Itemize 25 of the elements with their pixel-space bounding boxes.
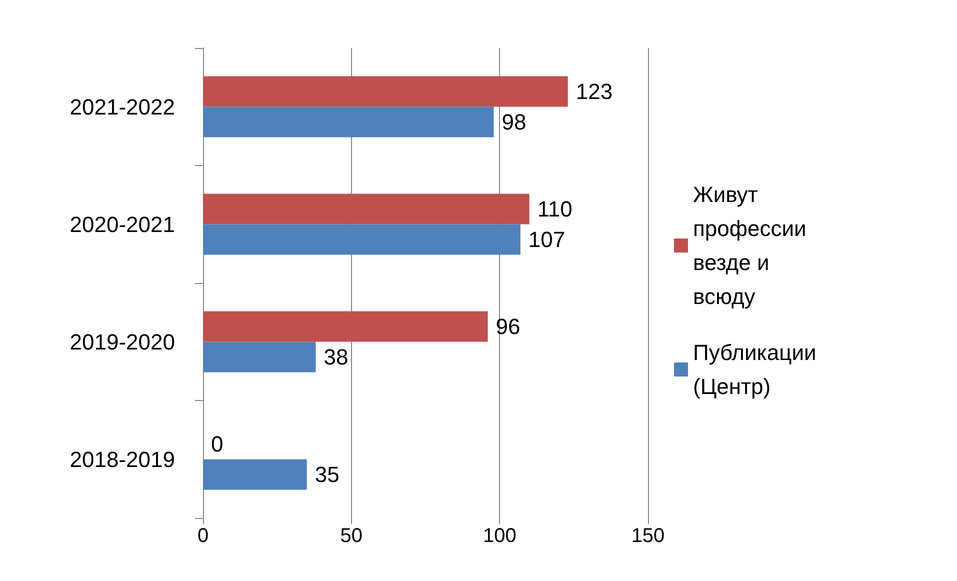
data-label: 123 (576, 78, 613, 104)
bar (203, 194, 530, 224)
data-label: 110 (537, 196, 572, 222)
data-label: 35 (314, 462, 340, 488)
y-tick-label: 2021-2022 (70, 94, 175, 120)
data-label: 0 (211, 431, 224, 456)
y-tick-label: 2020-2021 (70, 212, 175, 237)
x-tick-label: 50 (340, 525, 362, 547)
bar (203, 342, 316, 372)
x-tick-label: 100 (482, 525, 516, 547)
legend-label: Живут профессии везде и всюду (693, 182, 812, 309)
bar (203, 459, 307, 490)
bar (203, 76, 568, 107)
bar (203, 224, 520, 255)
bar (203, 106, 494, 138)
data-label: 98 (502, 110, 526, 135)
y-tick-label: 2018-2019 (70, 446, 175, 472)
data-label: 96 (496, 314, 520, 339)
bar (203, 311, 488, 342)
x-tick-label: 150 (631, 525, 665, 547)
data-label: 38 (324, 344, 348, 370)
data-label: 107 (528, 227, 566, 252)
x-tick-label: 0 (197, 525, 209, 547)
y-tick-label: 2019-2020 (70, 329, 175, 354)
legend-label: Публикации (Центр) (693, 340, 822, 399)
